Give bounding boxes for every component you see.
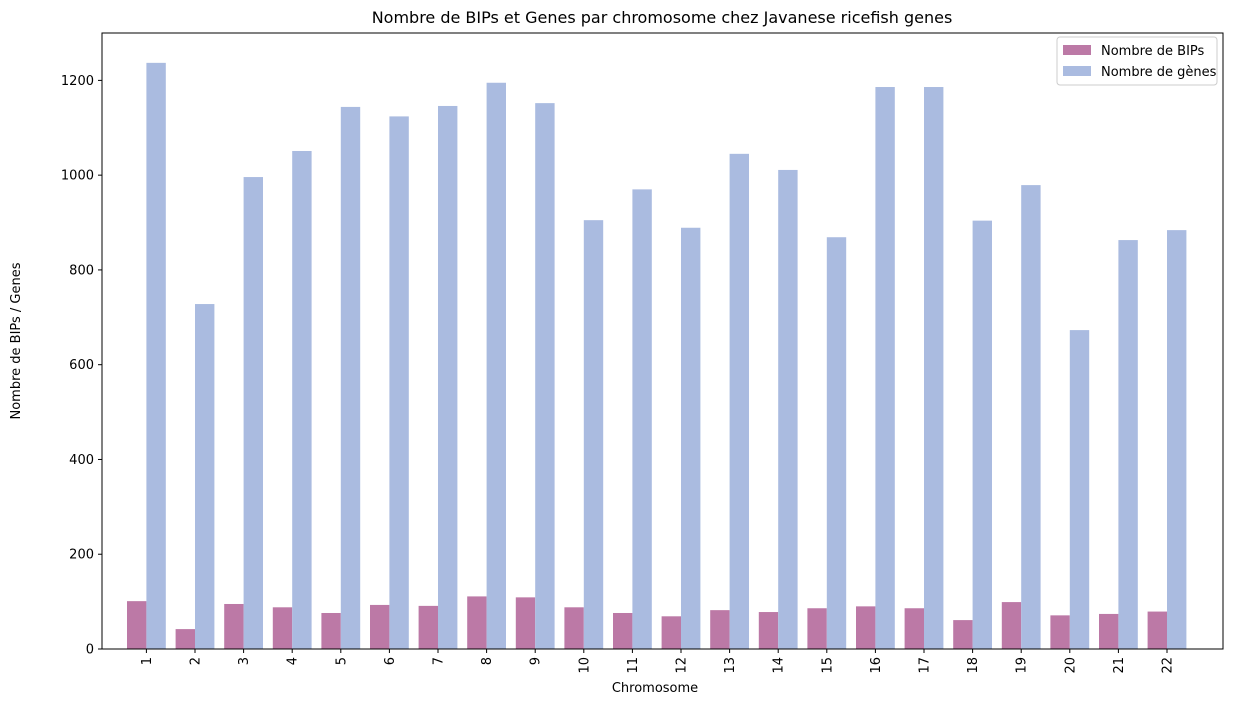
x-tick-label-9: 9	[529, 657, 544, 665]
bar-genes-11	[632, 189, 652, 649]
y-tick-label-600: 600	[69, 358, 94, 373]
bar-genes-7	[438, 105, 458, 650]
bar-genes-12	[681, 227, 701, 649]
bar-genes-21	[1118, 240, 1138, 649]
x-tick-label-11: 11	[626, 657, 641, 674]
bar-bips-5	[321, 612, 341, 649]
x-tick-label-12: 12	[675, 657, 690, 674]
chart-title: Nombre de BIPs et Genes par chromosome c…	[372, 8, 953, 27]
legend-swatch-bips	[1063, 45, 1091, 55]
bar-genes-19	[1021, 185, 1041, 649]
bar-bips-12	[661, 616, 681, 649]
bars-group	[127, 62, 1187, 650]
bar-genes-15	[826, 237, 847, 649]
x-tick-label-1: 1	[140, 657, 155, 665]
bar-genes-1	[146, 62, 166, 650]
x-tick-label-22: 22	[1161, 657, 1176, 674]
bar-genes-9	[535, 103, 555, 650]
x-tick-label-6: 6	[383, 657, 398, 665]
bar-genes-4	[292, 150, 312, 650]
x-tick-label-3: 3	[237, 657, 252, 665]
y-tick-label-0: 0	[86, 643, 94, 658]
x-axis: 1 2 3 4 5 6 7 8 9 10 11 12 13 14 15 16 17 18 19 20 21 22	[140, 649, 1176, 674]
bar-genes-20	[1069, 330, 1090, 649]
x-tick-label-17: 17	[918, 657, 933, 674]
bar-genes-5	[340, 106, 361, 650]
bar-genes-22	[1167, 230, 1187, 649]
x-tick-label-19: 19	[1015, 657, 1030, 674]
x-tick-label-16: 16	[869, 657, 884, 674]
x-axis-label: Chromosome	[612, 681, 698, 696]
y-tick-label-400: 400	[69, 453, 94, 468]
x-tick-label-7: 7	[432, 657, 447, 665]
y-tick-label-200: 200	[69, 548, 94, 563]
x-tick-label-4: 4	[286, 657, 301, 665]
plot-frame	[101, 32, 1224, 650]
bar-genes-18	[972, 220, 992, 650]
bar-bips-4	[272, 607, 293, 649]
bar-bips-10	[564, 607, 584, 649]
bar-bips-22	[1147, 611, 1167, 649]
bar-bips-1	[127, 601, 147, 649]
bar-genes-13	[729, 153, 749, 650]
legend: Nombre de BIPs Nombre de gènes	[1056, 36, 1218, 86]
bar-genes-14	[778, 169, 798, 650]
bar-bips-2	[175, 629, 195, 649]
y-tick-label-1000: 1000	[61, 169, 94, 184]
legend-swatch-genes	[1063, 66, 1091, 76]
y-axis: 0 200 400 600 800 1000 1200	[61, 74, 102, 658]
bar-bips-17	[904, 608, 924, 649]
bar-genes-10	[583, 220, 604, 649]
bar-genes-6	[389, 116, 409, 650]
x-tick-label-21: 21	[1112, 657, 1127, 674]
legend-label-bips: Nombre de BIPs	[1101, 44, 1205, 59]
bar-bips-13	[710, 610, 730, 649]
bar-bips-8	[467, 596, 487, 649]
y-tick-label-1200: 1200	[61, 74, 94, 89]
x-tick-label-2: 2	[189, 657, 204, 665]
x-tick-label-10: 10	[577, 657, 592, 674]
x-tick-label-15: 15	[820, 657, 835, 674]
bar-bips-19	[1001, 602, 1022, 649]
y-tick-label-800: 800	[69, 263, 94, 278]
bar-bips-11	[613, 612, 633, 649]
bar-genes-8	[486, 82, 506, 649]
y-axis-label: Nombre de BIPs / Genes	[9, 262, 24, 419]
bar-bips-21	[1099, 613, 1119, 649]
x-tick-label-14: 14	[772, 657, 787, 674]
bar-bips-18	[953, 620, 973, 649]
legend-label-genes: Nombre de gènes	[1101, 65, 1217, 80]
x-tick-label-18: 18	[966, 657, 981, 674]
bar-genes-17	[924, 87, 944, 650]
bar-bips-9	[515, 597, 536, 649]
x-tick-label-20: 20	[1063, 657, 1078, 674]
bar-genes-2	[195, 304, 215, 649]
legend-frame	[1056, 36, 1218, 86]
x-tick-label-13: 13	[723, 657, 738, 674]
bar-genes-3	[243, 177, 263, 649]
bar-bips-3	[224, 603, 244, 649]
bar-bips-15	[807, 608, 827, 649]
bar-genes-16	[875, 87, 895, 650]
bar-bips-7	[418, 605, 438, 649]
bar-bips-16	[856, 606, 876, 649]
x-tick-label-8: 8	[480, 657, 495, 665]
bar-bips-6	[370, 604, 390, 649]
bar-bips-14	[758, 612, 779, 649]
x-tick-label-5: 5	[334, 657, 349, 665]
bar-bips-20	[1050, 615, 1070, 649]
